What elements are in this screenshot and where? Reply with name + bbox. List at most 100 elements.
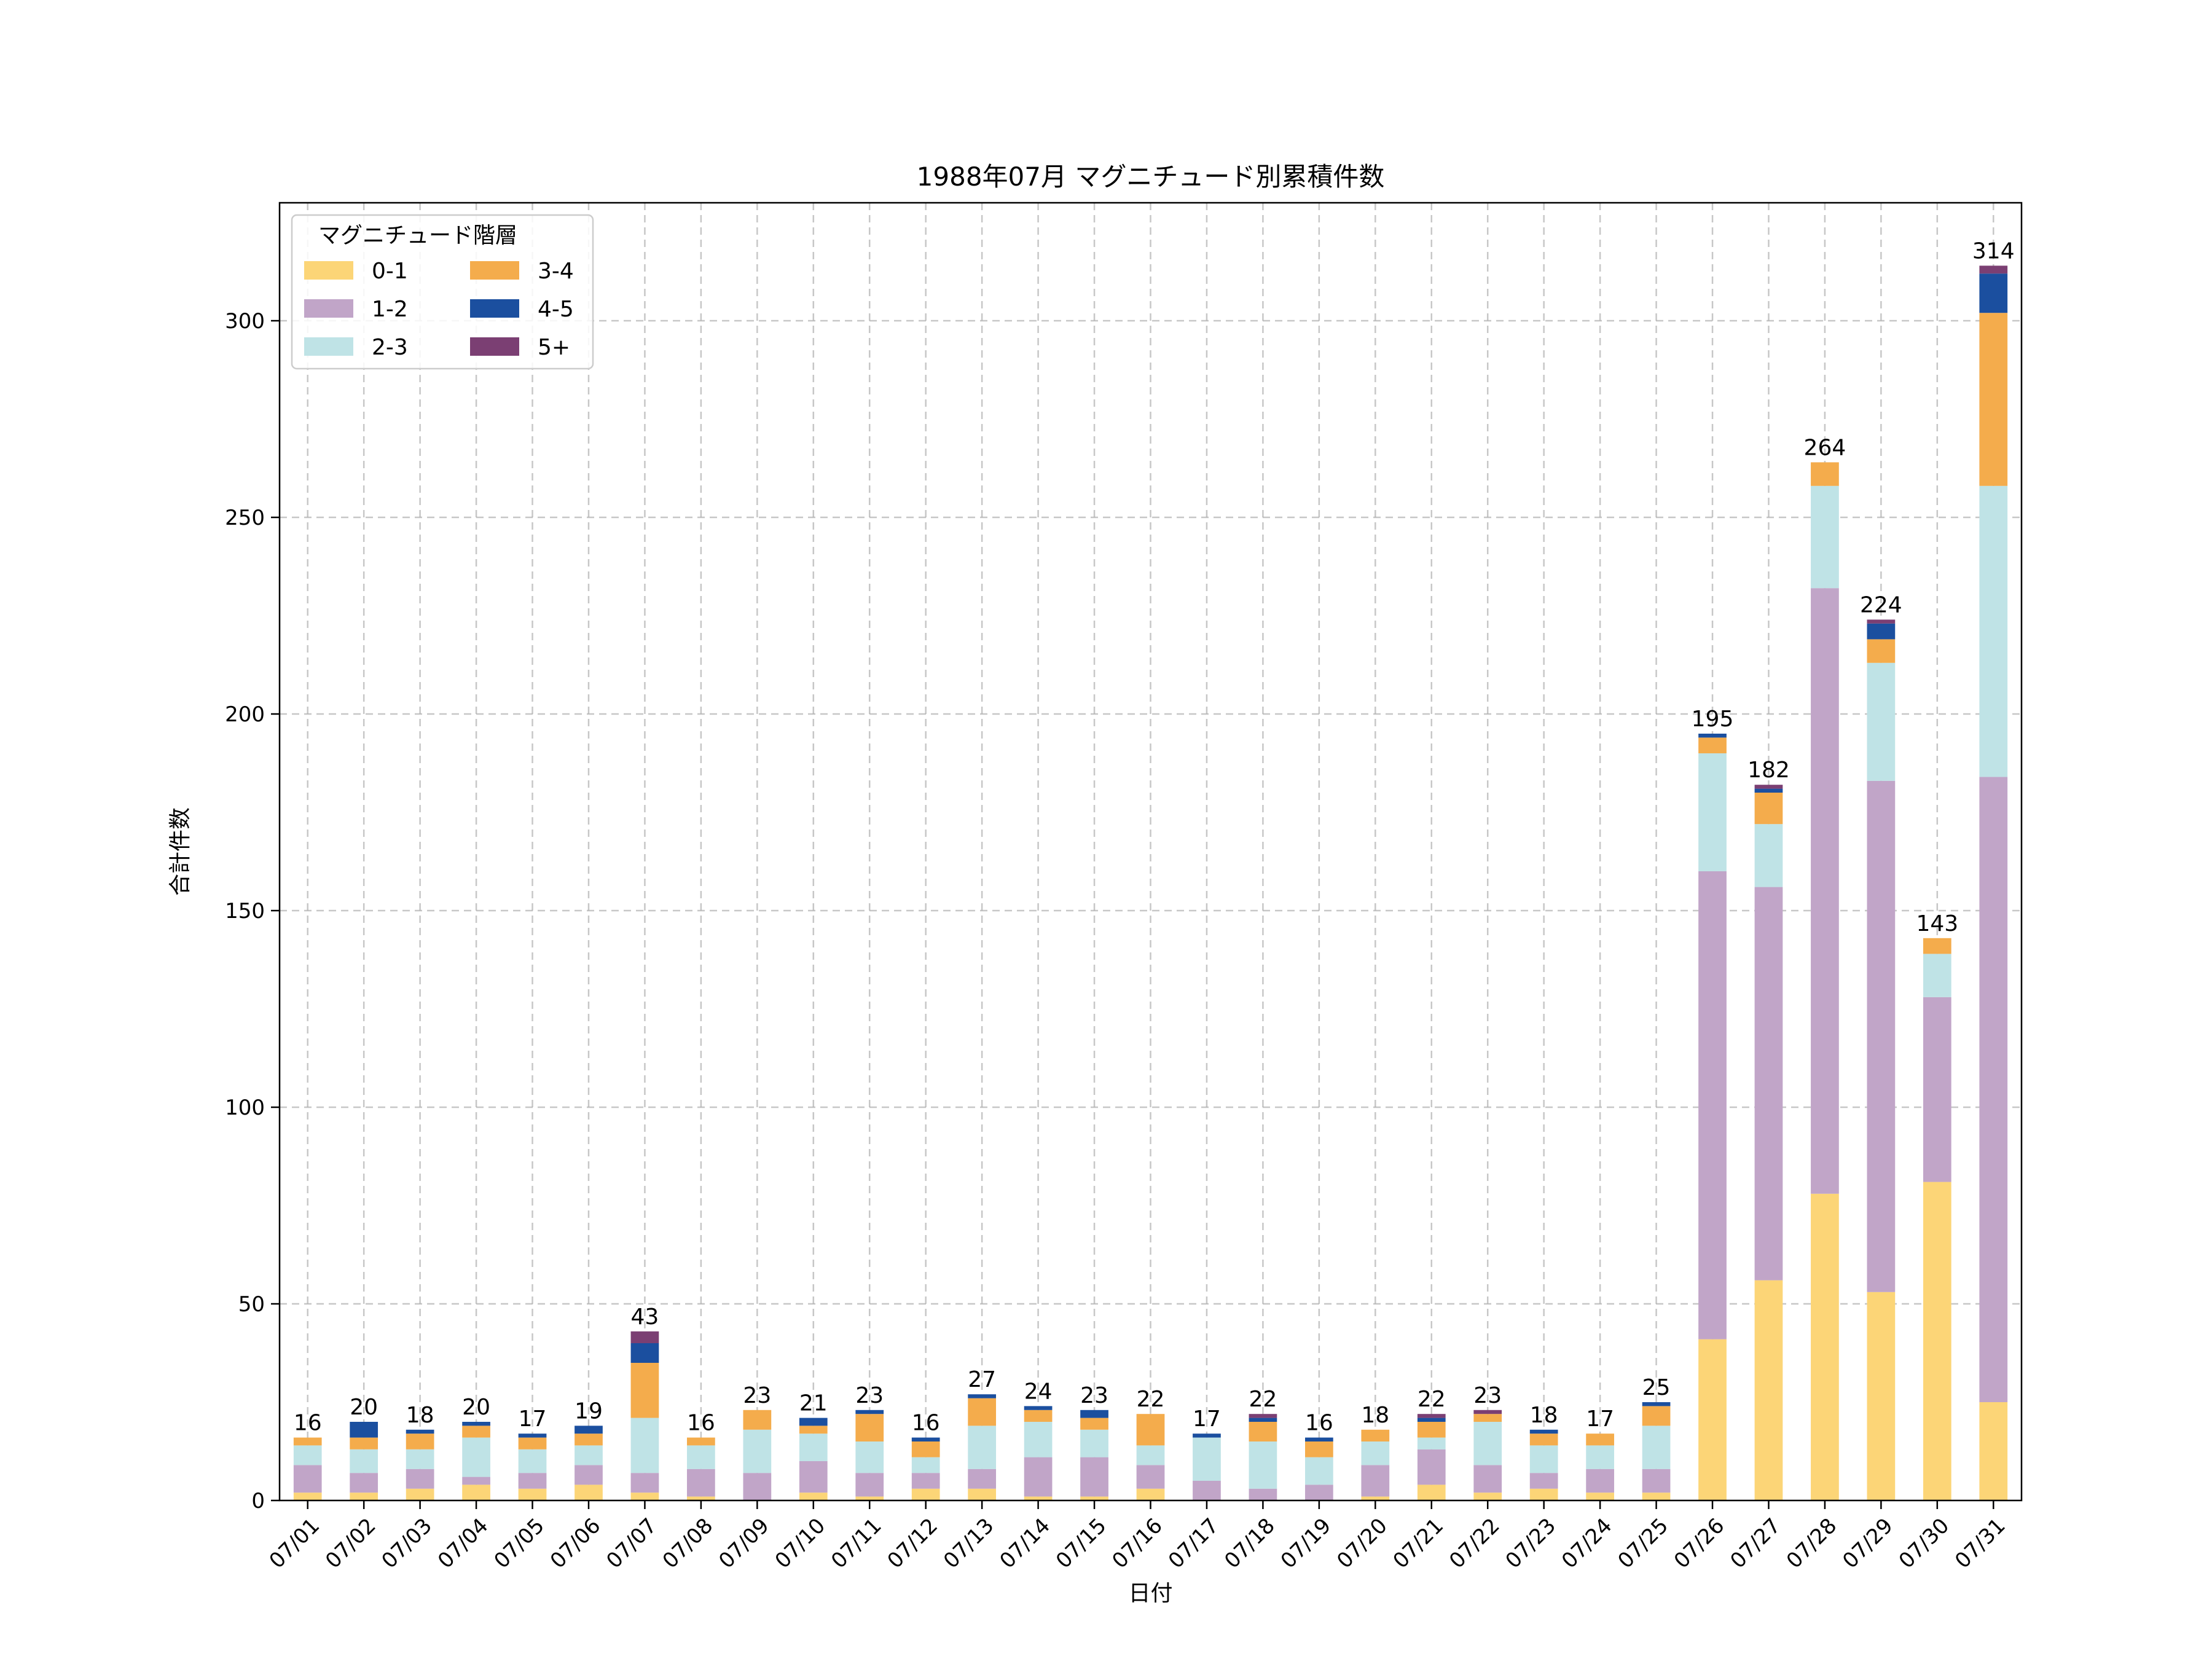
- bar-segment: [1304, 1437, 1333, 1441]
- bar-segment: [687, 1445, 715, 1469]
- y-axis-label: 合計件数: [168, 807, 193, 896]
- bar-segment: [1193, 1481, 1221, 1500]
- bar-segment: [799, 1492, 828, 1500]
- bar-segment: [855, 1473, 884, 1497]
- bar-segment: [575, 1484, 603, 1500]
- bar-segment: [855, 1496, 884, 1500]
- bar-segment: [630, 1418, 659, 1473]
- bar-segment: [1811, 485, 1839, 589]
- bar-segment: [1586, 1492, 1614, 1500]
- bar-segment: [630, 1363, 659, 1418]
- bar-segment: [1754, 824, 1783, 887]
- bar-segment: [1529, 1433, 1558, 1446]
- legend-label: 5+: [538, 335, 570, 360]
- bar-segment: [1249, 1441, 1277, 1489]
- bar-segment: [743, 1473, 772, 1500]
- bar-segment: [630, 1343, 659, 1363]
- bar-segment: [911, 1457, 940, 1473]
- total-label: 18: [1530, 1403, 1558, 1428]
- bar-segment: [1080, 1418, 1108, 1430]
- bar-segment: [968, 1469, 997, 1489]
- bar-segment: [1698, 1339, 1727, 1500]
- y-tick-label: 50: [238, 1292, 265, 1317]
- bar-segment: [1080, 1410, 1108, 1418]
- bar-segment: [1249, 1488, 1277, 1500]
- bar-segment: [1698, 734, 1727, 738]
- total-label: 17: [519, 1406, 547, 1432]
- total-label: 18: [1361, 1403, 1389, 1428]
- bar-segment: [1979, 485, 2008, 777]
- bar-segment: [1811, 462, 1839, 486]
- bar-segment: [1304, 1484, 1333, 1500]
- bar-segment: [1080, 1496, 1108, 1500]
- bar-segment: [1923, 997, 1951, 1182]
- bar-segment: [350, 1437, 378, 1449]
- bar-segment: [799, 1418, 828, 1426]
- y-tick-label: 200: [225, 702, 265, 727]
- total-label: 182: [1747, 758, 1790, 783]
- total-label: 16: [687, 1411, 715, 1436]
- bar-segment: [1473, 1492, 1502, 1500]
- legend-title: マグニチュード階層: [318, 223, 517, 248]
- bar-segment: [911, 1437, 940, 1441]
- bar-segment: [1698, 737, 1727, 753]
- total-label: 23: [1473, 1383, 1502, 1408]
- bar-segment: [1473, 1422, 1502, 1465]
- bar-segment: [1979, 777, 2008, 1402]
- bar-segment: [687, 1437, 715, 1446]
- bar-segment: [911, 1488, 940, 1500]
- bar-segment: [350, 1422, 378, 1438]
- y-tick-label: 250: [225, 506, 265, 530]
- bar-segment: [1979, 313, 2008, 486]
- bar-segment: [406, 1449, 434, 1469]
- y-tick-label: 100: [225, 1096, 265, 1120]
- chart-title: 1988年07月 マグニチュード別累積件数: [917, 162, 1385, 192]
- bar-segment: [1642, 1402, 1671, 1406]
- bar-segment: [1136, 1445, 1165, 1465]
- bar-segment: [462, 1484, 490, 1500]
- bar-segment: [1024, 1410, 1053, 1422]
- bar-segment: [406, 1429, 434, 1434]
- bar-segment: [630, 1492, 659, 1500]
- bar-segment: [575, 1445, 603, 1465]
- bar-segment: [350, 1492, 378, 1500]
- total-label: 16: [912, 1411, 940, 1436]
- total-label: 16: [1305, 1411, 1333, 1436]
- total-label: 20: [350, 1395, 378, 1420]
- bar-segment: [575, 1433, 603, 1446]
- bar-segment: [1361, 1496, 1390, 1500]
- bar-segment: [1080, 1429, 1108, 1457]
- bar-segment: [1754, 785, 1783, 789]
- bar-segment: [1361, 1465, 1390, 1497]
- bar-segment: [1979, 265, 2008, 274]
- bars: [293, 265, 2008, 1500]
- bar-segment: [518, 1449, 547, 1473]
- bar-segment: [687, 1496, 715, 1500]
- total-label: 23: [855, 1383, 884, 1408]
- y-axis: 0 50 100 150 200 250 300: [225, 309, 280, 1513]
- bar-segment: [1867, 639, 1896, 663]
- total-label: 22: [1249, 1387, 1277, 1412]
- bar-segment: [687, 1469, 715, 1497]
- bar-segment: [462, 1437, 490, 1477]
- bar-segment: [1249, 1418, 1277, 1422]
- bar-segment: [1811, 588, 1839, 1194]
- bar-segment: [1586, 1433, 1614, 1446]
- total-label: 19: [575, 1398, 603, 1424]
- bar-segment: [743, 1429, 772, 1473]
- total-label: 264: [1804, 435, 1846, 460]
- bar-segment: [575, 1465, 603, 1485]
- bar-segment: [911, 1473, 940, 1489]
- total-label: 224: [1860, 592, 1902, 618]
- y-tick-label: 300: [225, 309, 265, 334]
- legend-box: [291, 214, 594, 370]
- bar-segment: [968, 1488, 997, 1500]
- bar-segment: [462, 1426, 490, 1438]
- y-tick-label: 0: [251, 1489, 265, 1513]
- bar-segment: [1473, 1465, 1502, 1493]
- total-label: 16: [294, 1411, 322, 1436]
- bar-segment: [1361, 1441, 1390, 1465]
- bar-segment: [1024, 1406, 1053, 1410]
- bar-segment: [1642, 1406, 1671, 1426]
